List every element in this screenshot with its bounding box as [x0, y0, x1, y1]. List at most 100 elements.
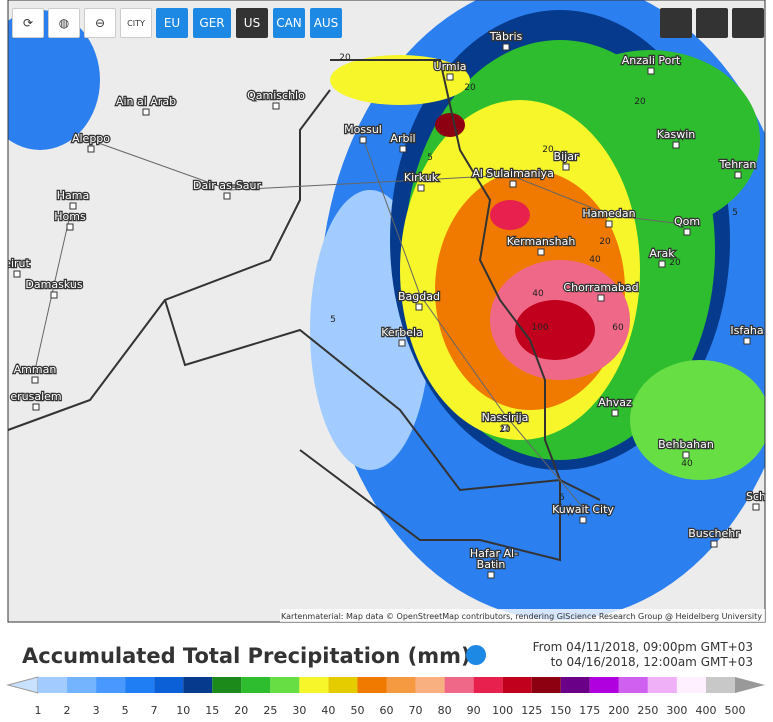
city-button[interactable]: CITY: [120, 8, 152, 38]
legend-label: 150: [550, 704, 571, 717]
city-label: Dair as-Saur: [193, 179, 261, 192]
legend-swatch: [618, 677, 648, 693]
title: Accumulated Total Precipitation (mm): [22, 644, 471, 668]
legend-label: 100: [492, 704, 513, 717]
city-dot: [490, 560, 498, 568]
city-label: Arak: [649, 247, 675, 260]
legend-label: 5: [122, 704, 129, 717]
legend-label: 25: [263, 704, 277, 717]
city-dot: [605, 220, 613, 228]
legend-label: 50: [350, 704, 364, 717]
legend-swatch: [96, 677, 126, 693]
city-dot: [142, 108, 150, 116]
city-dot: [502, 43, 510, 51]
city-dot: [501, 424, 509, 432]
city-label: Arbil: [390, 132, 415, 145]
city-label: Al Sulaimaniya: [472, 167, 554, 180]
legend-swatch: [212, 677, 242, 693]
city-dot: [611, 409, 619, 417]
legend-label: 30: [292, 704, 306, 717]
contour-label: 20: [542, 145, 554, 155]
legend-label: 15: [205, 704, 219, 717]
contour-label: 5: [559, 493, 565, 503]
contour-label: 20: [669, 258, 681, 268]
contour-label: 20: [499, 425, 511, 435]
city-label: Kirkuk: [404, 171, 439, 184]
legend-swatch: [415, 677, 445, 693]
city-dot: [272, 102, 280, 110]
city-dot: [672, 141, 680, 149]
city-label: Qamischlo: [247, 89, 305, 102]
region-button[interactable]: AUS: [310, 8, 342, 38]
city-label: Aleppo: [72, 132, 110, 145]
contour-label: 5: [427, 153, 433, 163]
contour-label: 40: [681, 459, 693, 469]
city-dot: [417, 184, 425, 192]
zoom-button[interactable]: ⊖: [84, 8, 116, 38]
contour-label: 20: [464, 83, 476, 93]
city-label: Kerbela: [381, 326, 423, 339]
city-dot: [710, 540, 718, 548]
region-button[interactable]: CAN: [273, 8, 305, 38]
legend-swatch: [270, 677, 300, 693]
legend: 1 2 3 5 7 10 15 20 25 30 40 50 60 70 80 90 100 125 150 175 2…: [6, 676, 765, 717]
legend-swatch: [705, 677, 735, 693]
city-label: Kermanshah: [507, 235, 576, 248]
legend-label: 80: [438, 704, 452, 717]
city-label: Bijar: [554, 150, 579, 163]
contour-label: 40: [589, 255, 601, 265]
legend-swatch: [502, 677, 532, 693]
city-label: Kaswin: [657, 128, 696, 141]
city-label: erusalem: [10, 390, 61, 403]
city-dot: [734, 171, 742, 179]
city-dot: [683, 228, 691, 236]
borders: [8, 59, 601, 562]
legend-swatch: [183, 677, 213, 693]
city-dot: [13, 270, 21, 278]
info-button[interactable]: [466, 645, 486, 665]
city-label: Anzali Port: [622, 54, 681, 67]
reload-button[interactable]: ⟳: [12, 8, 44, 38]
legend-swatch: [473, 677, 503, 693]
region-button[interactable]: EU: [156, 8, 188, 38]
legend-label: 3: [93, 704, 100, 717]
twitter-button[interactable]: [660, 8, 692, 38]
download-button[interactable]: [732, 8, 764, 38]
legend-label: 400: [695, 704, 716, 717]
globe-button[interactable]: ◍: [48, 8, 80, 38]
legend-swatch: [647, 677, 677, 693]
contour-label: 20: [599, 237, 611, 247]
region-button[interactable]: US: [236, 8, 268, 38]
legend-arrow: [6, 676, 39, 694]
contour-label: 5: [330, 315, 336, 325]
legend-label: 300: [666, 704, 687, 717]
legend-label: 2: [64, 704, 71, 717]
city-label: Hafar Al-: [470, 547, 518, 560]
city-label: Ain al Arab: [116, 95, 176, 108]
roads: [34, 129, 691, 511]
legend-label: 90: [467, 704, 481, 717]
city-label: Chorramabad: [563, 281, 638, 294]
city-label: Täbris: [489, 30, 523, 43]
legend-label: 10: [176, 704, 190, 717]
contour-label: 20: [634, 97, 646, 107]
map: Täbris Urmia Anzali Port Ain al Arab Qamisch…: [7, 0, 766, 623]
legend-label: 40: [321, 704, 335, 717]
city-dot: [31, 376, 39, 384]
facebook-button[interactable]: [696, 8, 728, 38]
legend-label: 60: [380, 704, 394, 717]
city-label: Ahvaz: [598, 396, 632, 409]
city-dot: [415, 303, 423, 311]
city-dot: [69, 202, 77, 210]
contour-label: 100: [531, 323, 548, 333]
date-from: From 04/11/2018, 09:00pm GMT+03: [532, 640, 753, 654]
city-dot: [398, 339, 406, 347]
city-label: Sch: [746, 490, 766, 503]
city-dot: [487, 571, 495, 579]
legend-label: 20: [234, 704, 248, 717]
region-button[interactable]: GER: [193, 8, 231, 38]
city-label: Mossul: [344, 123, 382, 136]
legend-swatch: [38, 677, 68, 693]
date-to: to 04/16/2018, 12:00am GMT+03: [550, 655, 753, 669]
city-dot: [537, 248, 545, 256]
